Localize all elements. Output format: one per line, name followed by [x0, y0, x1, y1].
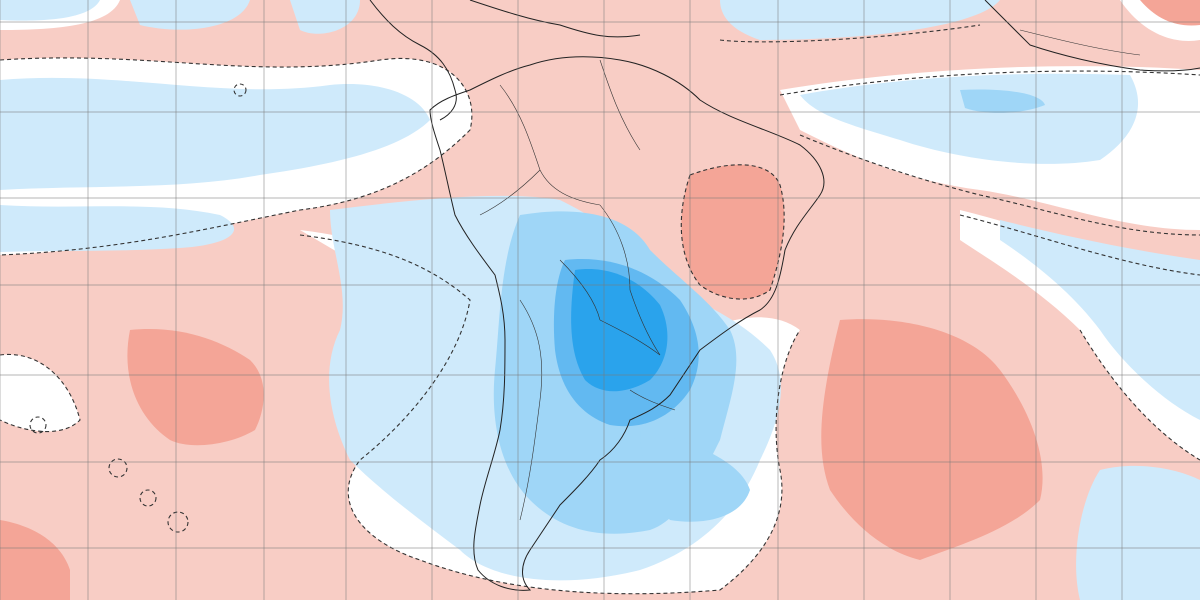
central-america-coastline	[369, 0, 457, 121]
caribbean-coastline	[469, 0, 641, 38]
zero-contours	[0, 24, 1200, 595]
country-borders	[479, 29, 1141, 521]
south-america-coastline	[429, 56, 825, 591]
africa-coastline	[984, 0, 1200, 72]
